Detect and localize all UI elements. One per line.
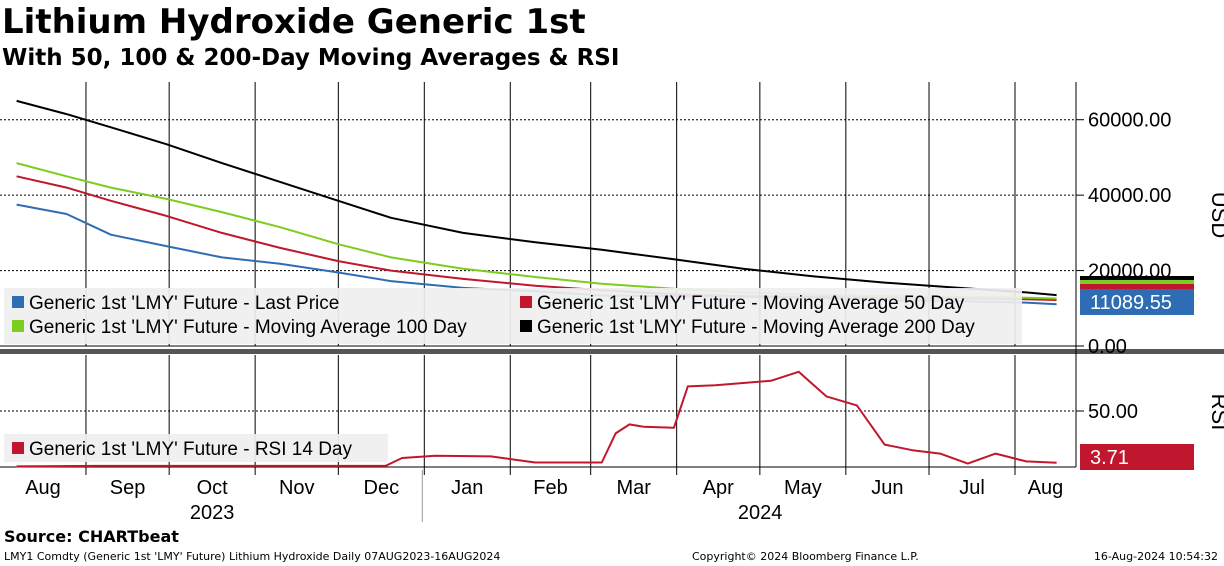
panel-divider xyxy=(0,349,1224,354)
x-axis-month-label: Sep xyxy=(110,477,146,499)
x-axis-month-label: Apr xyxy=(703,477,734,499)
price-last-value-marker xyxy=(1080,284,1194,289)
chart-subtitle: With 50, 100 & 200-Day Moving Averages &… xyxy=(2,45,620,71)
x-axis-month-label: Aug xyxy=(25,477,61,499)
legend-entry-label: Generic 1st 'LMY' Future - Moving Averag… xyxy=(29,317,467,338)
source-label: Source: CHARTbeat xyxy=(4,527,179,546)
rsi-series-line xyxy=(16,370,1057,468)
x-axis-month-label: Feb xyxy=(533,477,567,499)
x-axis-month-label: Dec xyxy=(364,477,400,499)
rsi-y-tick-label: 50.00 xyxy=(1088,401,1138,423)
price-y-tick-label: 60000.00 xyxy=(1088,110,1171,132)
x-axis-month-label: Mar xyxy=(616,477,651,499)
legend-swatch xyxy=(12,442,24,454)
x-axis-year-label: 2024 xyxy=(738,502,783,524)
price-last-value-marker xyxy=(1080,276,1194,281)
price-legend-box xyxy=(4,288,1022,344)
chart-title: Lithium Hydroxide Generic 1st xyxy=(2,2,586,42)
footer-timestamp: 16-Aug-2024 10:54:32 xyxy=(1093,550,1218,563)
rsi-y-axis-title: RSI xyxy=(1207,394,1224,431)
footer-copyright: Copyright© 2024 Bloomberg Finance L.P. xyxy=(692,550,919,563)
rsi-legend-box xyxy=(4,434,388,462)
price-last-value-box xyxy=(1080,289,1194,315)
x-axis-month-label: Jul xyxy=(959,477,985,499)
price-y-axis-title: USD xyxy=(1207,192,1224,238)
price-last-value-label: 11089.55 xyxy=(1090,292,1172,314)
legend-entry-label: Generic 1st 'LMY' Future - Moving Averag… xyxy=(537,293,965,314)
price-last-value-marker xyxy=(1080,280,1194,285)
rsi-last-value-label: 3.71 xyxy=(1090,447,1129,469)
price-series-line xyxy=(16,99,1057,297)
price-series-line xyxy=(16,162,1057,300)
x-axis-month-label: Aug xyxy=(1028,477,1064,499)
legend-swatch xyxy=(520,320,532,332)
price-y-tick-label: 40000.00 xyxy=(1088,185,1171,207)
x-axis-month-label: Nov xyxy=(279,477,315,499)
x-axis-month-label: May xyxy=(784,477,822,499)
legend-swatch xyxy=(12,320,24,332)
legend-swatch xyxy=(520,296,532,308)
rsi-last-value-box xyxy=(1080,444,1194,470)
footer-description: LMY1 Comdty (Generic 1st 'LMY' Future) L… xyxy=(4,550,501,563)
x-axis-month-label: Jan xyxy=(451,477,483,499)
price-y-tick-label: 0.00 xyxy=(1088,336,1127,358)
x-axis-month-label: Jun xyxy=(871,477,903,499)
x-axis-year-label: 2023 xyxy=(190,502,235,524)
legend-entry-label: Generic 1st 'LMY' Future - Moving Averag… xyxy=(537,317,975,338)
x-axis-month-label: Oct xyxy=(197,477,229,499)
legend-swatch xyxy=(12,296,24,308)
legend-entry-label: Generic 1st 'LMY' Future - Last Price xyxy=(29,293,339,314)
legend-entry-label: Generic 1st 'LMY' Future - RSI 14 Day xyxy=(29,439,352,460)
